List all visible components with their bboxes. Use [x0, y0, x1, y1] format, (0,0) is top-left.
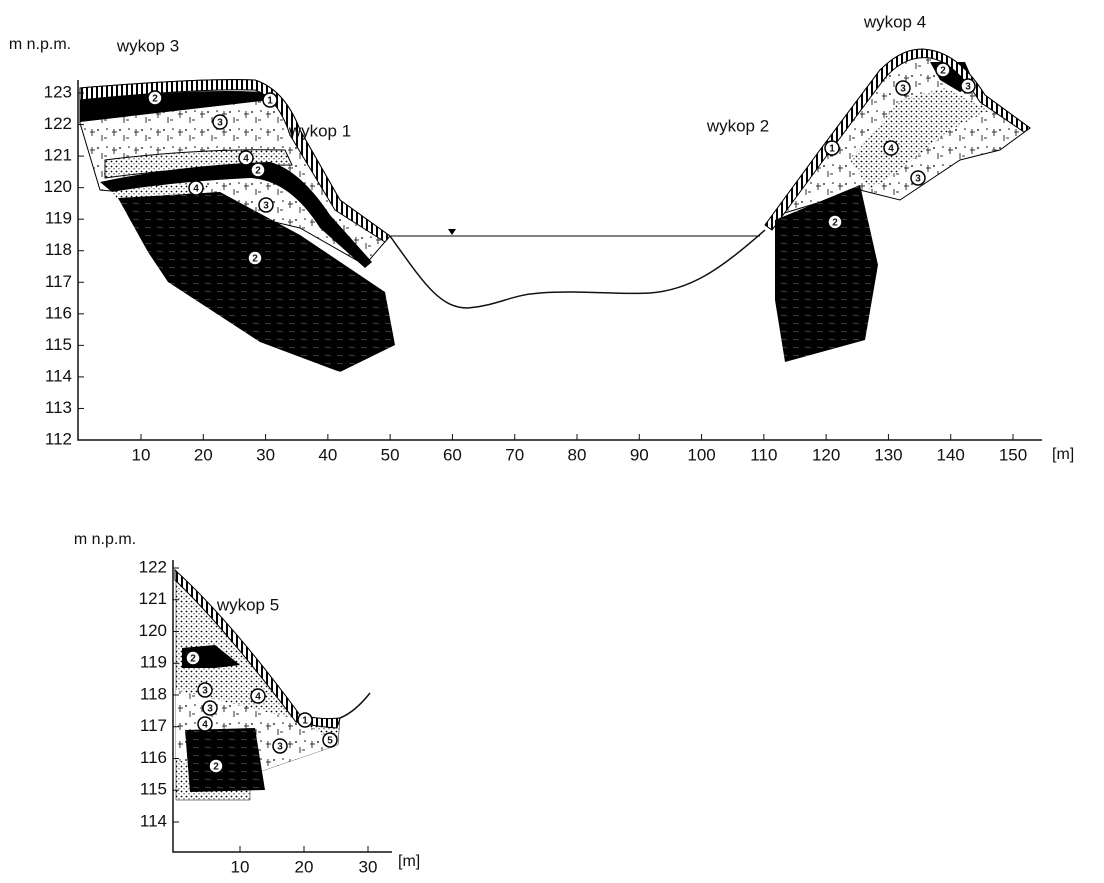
y-tick-label: 117: [45, 272, 72, 291]
layer-number: 4: [202, 720, 208, 731]
layer-number: 4: [243, 154, 249, 165]
y-tick-label: 116: [140, 748, 167, 767]
diagram: 1121131141151161171181191201211221231020…: [0, 0, 1104, 883]
layer-number: 3: [915, 174, 921, 185]
y-tick-label: 122: [44, 114, 72, 133]
y-tick-label: 115: [140, 780, 167, 799]
layer-number: 4: [888, 144, 894, 155]
layer-number: 2: [832, 218, 838, 229]
y-tick-label: 119: [140, 653, 167, 672]
layer-number: 1: [267, 96, 273, 107]
trench-label: wykop 5: [216, 595, 279, 614]
y-tick-label: 119: [45, 209, 72, 228]
x-tick-label: 10: [231, 857, 250, 876]
layer-number: 3: [277, 742, 283, 753]
x-tick-label: 130: [874, 445, 902, 464]
x-tick-label: 30: [359, 857, 378, 876]
trench-label: wykop 3: [116, 36, 179, 55]
layer-number: 3: [263, 201, 269, 212]
layer-number: 3: [202, 686, 208, 697]
y-tick-label: 120: [44, 177, 72, 196]
y-tick-label: 118: [45, 240, 72, 259]
x-tick-label: 20: [295, 857, 314, 876]
y-tick-label: 122: [139, 557, 167, 576]
layer-number: 3: [900, 84, 906, 95]
y-tick-label: 117: [140, 716, 167, 735]
layer-number: 1: [302, 716, 308, 727]
x-tick-label: 140: [937, 445, 965, 464]
layer-number: 2: [252, 254, 258, 265]
y-tick-label: 118: [140, 684, 167, 703]
y-tick-label: 115: [45, 335, 72, 354]
layer-number: 2: [213, 762, 219, 773]
y-tick-label: 123: [44, 82, 72, 101]
y-tick-label: 116: [45, 303, 72, 322]
trench-label: wykop 1: [288, 121, 351, 140]
x-tick-label: 50: [381, 445, 400, 464]
y-unit: m n.p.m.: [74, 531, 136, 548]
y-tick-label: 121: [44, 146, 72, 165]
x-tick-label: 150: [999, 445, 1027, 464]
layer-number: 3: [207, 704, 213, 715]
layer-number: 4: [193, 184, 199, 195]
x-tick-label: 60: [443, 445, 462, 464]
x-tick-label: 20: [194, 445, 213, 464]
y-tick-label: 121: [139, 589, 167, 608]
top-section: [78, 49, 1042, 440]
x-tick-label: 30: [256, 445, 275, 464]
layer-number: 2: [152, 94, 158, 105]
y-unit: m n.p.m.: [9, 36, 71, 53]
layer-number: 2: [190, 654, 196, 665]
y-tick-label: 113: [45, 398, 72, 417]
layer-number: 4: [255, 692, 261, 703]
x-tick-label: 80: [568, 445, 587, 464]
trench-label: wykop 2: [706, 116, 769, 135]
x-tick-label: 100: [687, 445, 715, 464]
layer-number: 2: [940, 66, 946, 77]
x-unit: [m]: [1052, 446, 1074, 463]
y-tick-label: 112: [45, 429, 72, 448]
x-tick-label: 90: [630, 445, 649, 464]
trench-label: wykop 4: [863, 12, 926, 31]
x-tick-label: 110: [750, 445, 777, 464]
y-tick-label: 114: [140, 811, 167, 830]
layer-number: 3: [965, 82, 971, 93]
x-unit: [m]: [398, 853, 420, 870]
x-tick-label: 10: [132, 445, 151, 464]
layer-number: 3: [217, 118, 223, 129]
x-tick-label: 120: [812, 445, 840, 464]
layer-number: 1: [829, 144, 835, 155]
x-tick-label: 70: [505, 445, 524, 464]
layer-number: 2: [255, 166, 261, 177]
x-tick-label: 40: [318, 445, 337, 464]
y-tick-label: 120: [139, 621, 167, 640]
y-tick-label: 114: [45, 366, 72, 385]
layer-number: 5: [327, 736, 333, 747]
